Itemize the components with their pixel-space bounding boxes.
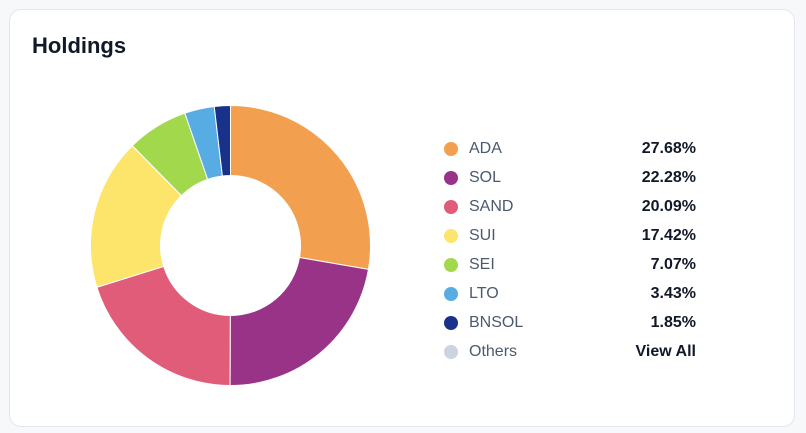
donut-slice-sol[interactable] <box>229 256 370 386</box>
donut-slice-bnsol[interactable] <box>213 105 231 177</box>
legend-value: 17.42% <box>641 226 696 244</box>
legend-item-sol: SOL 22.28% <box>444 163 696 192</box>
legend-value: 7.07% <box>650 255 696 273</box>
legend-dot <box>444 228 458 243</box>
legend-value: 1.85% <box>650 313 696 331</box>
legend-value: 27.68% <box>641 139 696 157</box>
legend-dot <box>444 286 458 301</box>
legend-item-sui: SUI 17.42% <box>444 221 696 250</box>
legend-label: SAND <box>469 197 514 215</box>
donut-slice-ada[interactable] <box>230 105 371 270</box>
legend-value: 22.28% <box>641 168 696 186</box>
legend-item-ada: ADA 27.68% <box>444 134 696 163</box>
holdings-donut-chart <box>90 105 371 386</box>
legend-dot <box>444 199 458 214</box>
legend-label: ADA <box>469 139 502 157</box>
legend-label: LTO <box>469 284 499 302</box>
legend-dot <box>444 315 458 330</box>
legend-dot <box>444 257 458 272</box>
legend-label: SUI <box>469 226 496 244</box>
legend-dot <box>444 141 458 156</box>
legend-item-sand: SAND 20.09% <box>444 192 696 221</box>
legend-label: SOL <box>469 168 502 186</box>
legend-value: 20.09% <box>641 197 696 215</box>
legend-label: Others <box>469 342 518 360</box>
donut-slice-sand[interactable] <box>96 265 231 386</box>
card-title: Holdings <box>32 33 127 58</box>
legend-value: 3.43% <box>650 284 696 302</box>
legend-dot <box>444 170 458 185</box>
legend-dot <box>444 344 458 359</box>
legend-label: BNSOL <box>469 313 524 331</box>
legend-item-sei: SEI 7.07% <box>444 250 696 279</box>
view-all-link[interactable]: View All <box>635 342 696 360</box>
legend-label: SEI <box>469 255 495 273</box>
holdings-legend: ADA 27.68% SOL 22.28% SAND 20.09% SUI 17.42% SEI… <box>444 134 696 366</box>
legend-item-others: Others View All <box>444 337 696 366</box>
legend-item-bnsol: BNSOL 1.85% <box>444 308 696 337</box>
holdings-card: Holdings ADA 27.68% SOL 22.28% SAND 20.09% SUI… <box>9 9 795 427</box>
legend-item-lto: LTO 3.43% <box>444 279 696 308</box>
